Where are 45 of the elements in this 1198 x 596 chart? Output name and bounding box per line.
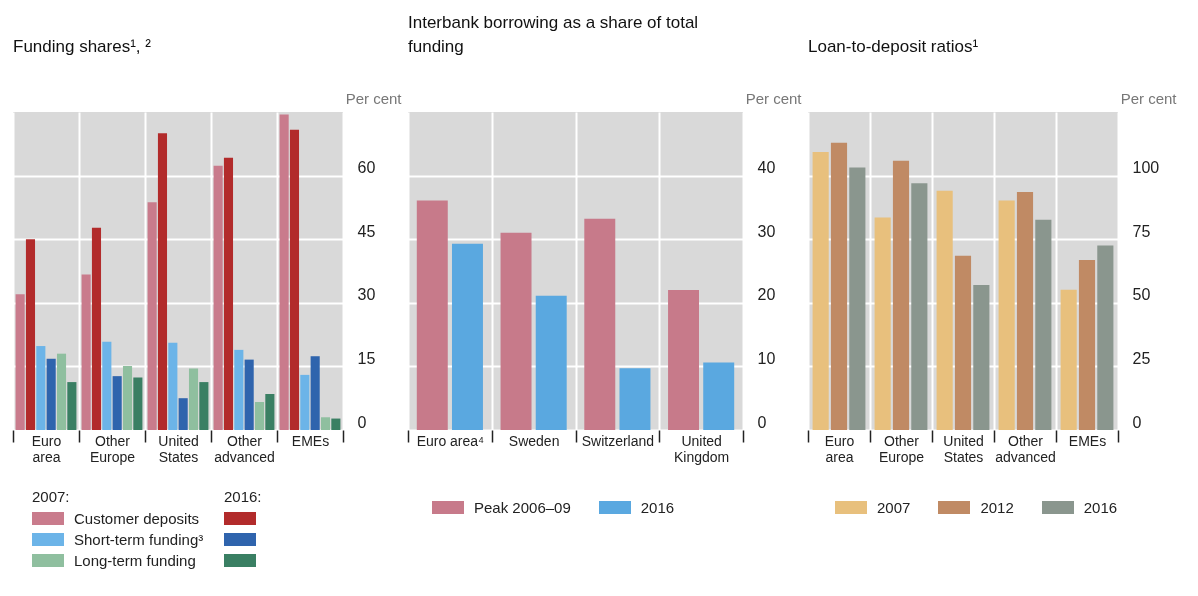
x-tick-label: United States xyxy=(158,432,199,465)
legend-title: 2007: xyxy=(32,488,71,507)
x-tick-label: Sweden xyxy=(508,432,560,449)
y-tick-label: 20 xyxy=(757,286,776,304)
legend-label: 2007 xyxy=(877,499,911,516)
y-tick-label: 30 xyxy=(757,222,776,240)
x-tick-label: Euro area xyxy=(824,432,855,465)
x-tick-label: Euro area⁴ xyxy=(416,432,485,449)
y-tick-label: 60 xyxy=(357,159,376,177)
legend-label: Short-term funding³ xyxy=(74,531,205,548)
x-tick-label: Other Europe xyxy=(89,432,136,465)
x-tick-label: United Kingdom xyxy=(673,432,730,465)
x-tick-label: Other advanced xyxy=(214,432,275,465)
y-axis-title: Per cent xyxy=(1120,89,1178,107)
x-tick-label: Switzerland xyxy=(581,432,655,449)
x-tick-label: EMEs xyxy=(291,432,330,449)
y-tick-label: 30 xyxy=(357,286,376,304)
x-tick-label: Other advanced xyxy=(995,432,1056,465)
legend-label: Peak 2006–09 xyxy=(474,499,571,516)
y-tick-label: 10 xyxy=(757,349,776,367)
x-tick-label: United States xyxy=(943,432,984,465)
y-tick-label: 0 xyxy=(757,413,767,431)
chart-title: Funding shares¹, ² xyxy=(13,37,152,56)
y-tick-label: 40 xyxy=(757,159,776,177)
y-tick-label: 50 xyxy=(1132,286,1151,304)
y-axis-title: Per cent xyxy=(745,89,803,107)
y-axis-title: Per cent xyxy=(345,89,403,107)
legend-label: Customer deposits xyxy=(74,510,201,527)
legend-label: 2012 xyxy=(980,499,1014,516)
legend-label: 2016 xyxy=(1083,499,1118,516)
x-tick-label: Other Europe xyxy=(878,432,925,465)
y-tick-label: 0 xyxy=(1132,413,1142,431)
y-tick-label: 0 xyxy=(357,413,367,431)
y-tick-label: 15 xyxy=(357,349,376,367)
y-tick-label: 45 xyxy=(357,222,376,240)
text: 2016: xyxy=(224,488,262,507)
y-tick-label: 100 xyxy=(1132,159,1160,177)
x-tick-label: EMEs xyxy=(1068,432,1107,449)
legend-label: 2016 xyxy=(640,499,675,516)
chart-title: Interbank borrowing as a share of total funding xyxy=(408,13,699,56)
chart-title: Loan-to-deposit ratios¹ xyxy=(808,37,979,56)
y-tick-label: 75 xyxy=(1132,222,1151,240)
legend-label: Long-term funding xyxy=(74,552,197,569)
x-tick-label: Euro area xyxy=(31,432,62,465)
y-tick-label: 25 xyxy=(1132,349,1151,367)
